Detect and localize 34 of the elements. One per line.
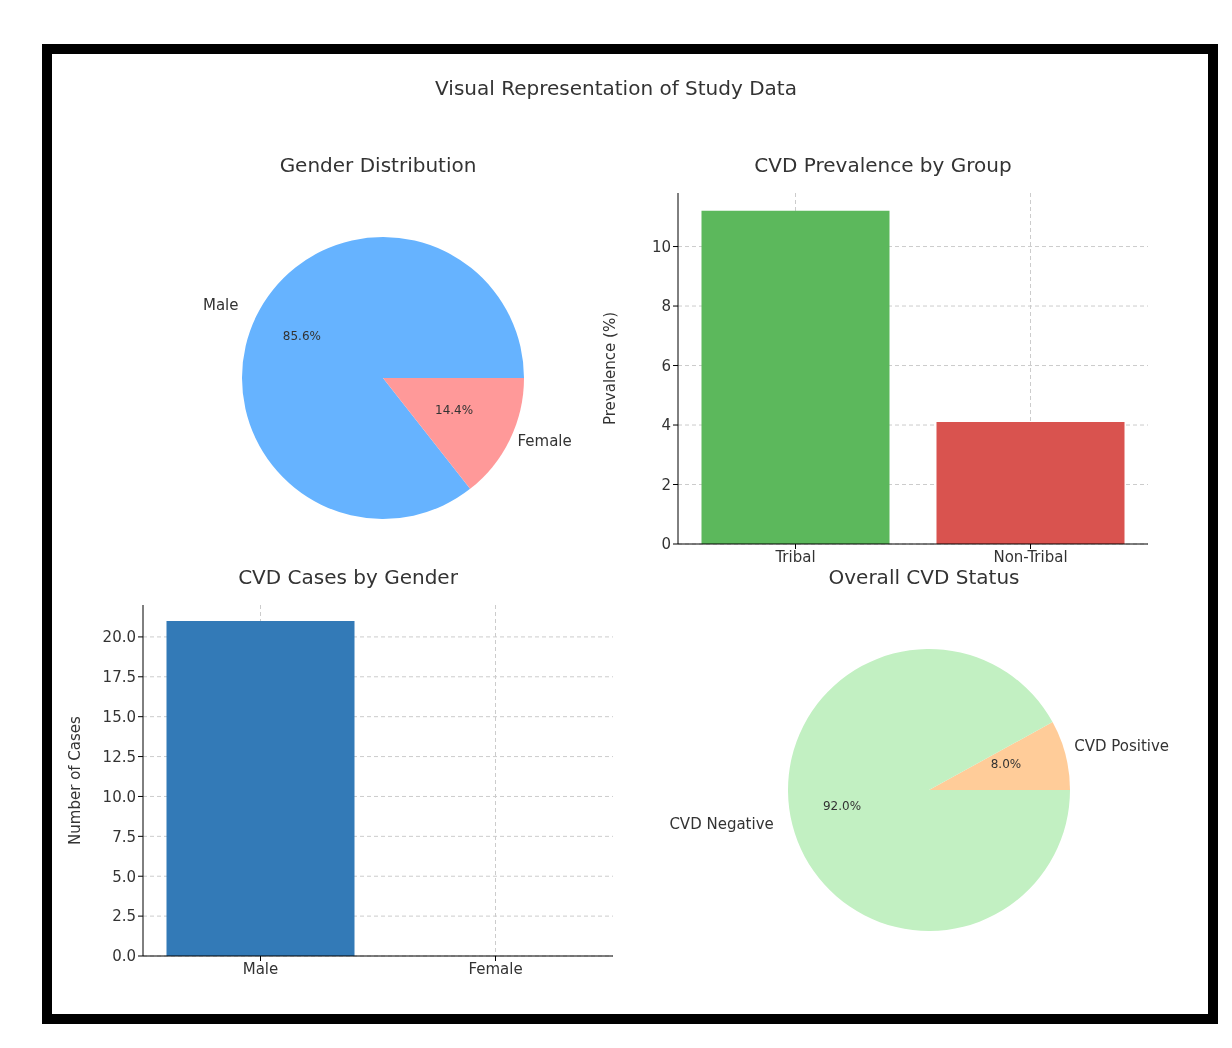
y-tick-label: 2.5: [112, 907, 136, 926]
pie-slice: [929, 722, 1070, 790]
x-tick-label: Tribal: [774, 547, 816, 566]
y-tick-label: 5.0: [112, 867, 136, 886]
slice-label: Male: [202, 296, 239, 315]
chart-title: CVD Prevalence by Group: [753, 153, 1013, 177]
data-label: 14.4%: [435, 402, 474, 417]
y-tick-label: 6: [661, 356, 671, 375]
data-label: 8.0%: [990, 756, 1022, 771]
y-tick-label: 17.5: [102, 668, 136, 687]
y-tick-label: 12.5: [102, 747, 136, 766]
y-tick-label: 0.0: [112, 947, 136, 966]
chart-title: Overall CVD Status: [827, 565, 1021, 589]
slice-label: CVD Negative: [669, 814, 774, 833]
chart-title: CVD Cases by Gender: [237, 565, 459, 589]
y-tick-label: 2: [661, 475, 671, 494]
y-tick-label: 7.5: [112, 827, 136, 846]
text: Visual Representation of Study Data: [434, 76, 798, 100]
chart-title: Gender Distribution: [278, 153, 478, 177]
data-label: 85.6%: [282, 329, 321, 344]
y-tick-label: 10.0: [102, 787, 136, 806]
slice-label: Female: [517, 431, 572, 450]
y-tick-label: 8: [661, 297, 671, 316]
y-tick-label: 15.0: [102, 708, 136, 727]
y-tick-label: 4: [661, 416, 671, 435]
slice-label: CVD Positive: [1074, 737, 1170, 756]
y-tick-label: 0: [661, 535, 671, 554]
y-tick-label: 20.0: [102, 628, 136, 647]
y-axis-title: Prevalence (%): [601, 311, 620, 426]
x-tick-label: Non-Tribal: [993, 547, 1068, 566]
data-label: 92.0%: [823, 799, 862, 814]
pie-slice: [788, 649, 1070, 931]
y-axis-title: Number of Cases: [66, 715, 85, 845]
y-tick-label: 10: [651, 237, 671, 256]
